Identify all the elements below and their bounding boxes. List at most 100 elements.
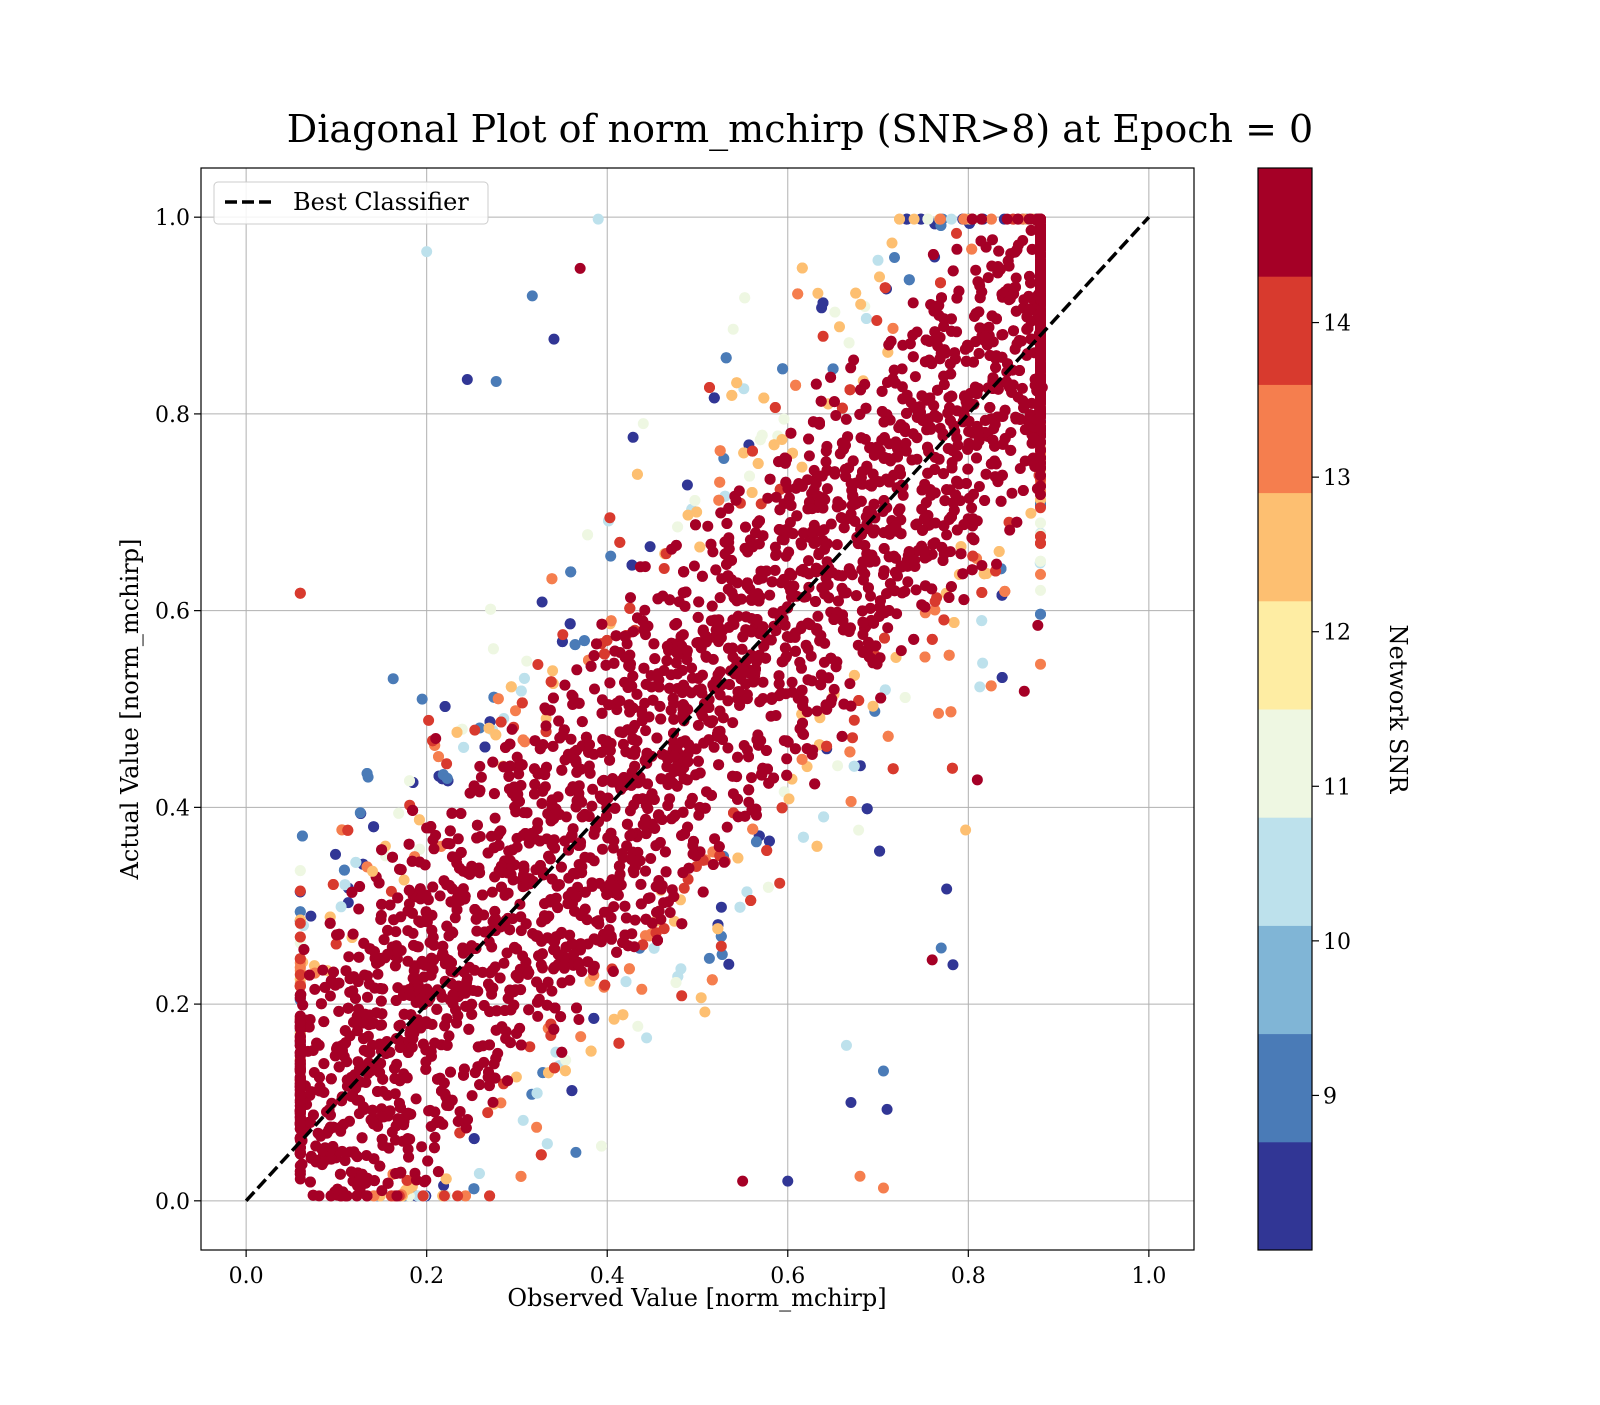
scatter-point [343, 951, 354, 962]
scatter-point [774, 670, 785, 681]
scatter-point [986, 413, 997, 424]
scatter-point [790, 743, 801, 754]
scatter-point [445, 838, 456, 849]
scatter-point [597, 844, 608, 855]
scatter-point [697, 571, 708, 582]
scatter-point [944, 650, 955, 661]
scatter-point [811, 563, 822, 574]
scatter-point [619, 901, 630, 912]
scatter-point [732, 752, 743, 763]
scatter-point [997, 329, 1008, 340]
scatter-point [778, 574, 789, 585]
scatter-point [732, 794, 743, 805]
scatter-point [904, 274, 915, 285]
scatter-point [387, 852, 398, 863]
scatter-point [967, 513, 978, 524]
scatter-point [355, 807, 366, 818]
scatter-point [908, 634, 919, 645]
scatter-point [818, 811, 829, 822]
scatter-point [628, 432, 639, 443]
scatter-point [702, 521, 713, 532]
scatter-point [575, 1031, 586, 1042]
scatter-point [671, 977, 682, 988]
scatter-point [548, 963, 559, 974]
scatter-point [770, 402, 781, 413]
scatter-point [944, 592, 955, 603]
scatter-point [549, 1062, 560, 1073]
scatter-point [840, 464, 851, 475]
scatter-point [856, 432, 867, 443]
scatter-point [494, 865, 505, 876]
scatter-point [577, 716, 588, 727]
scatter-point [776, 688, 787, 699]
scatter-point [727, 717, 738, 728]
scatter-point [871, 315, 882, 326]
scatter-point [617, 1009, 628, 1020]
scatter-point [714, 477, 725, 488]
scatter-point [733, 811, 744, 822]
scatter-point [620, 652, 631, 663]
scatter-point [804, 450, 815, 461]
scatter-point [761, 745, 772, 756]
scatter-point [622, 819, 633, 830]
scatter-point [441, 1100, 452, 1111]
scatter-point [700, 803, 711, 814]
scatter-point [861, 313, 872, 324]
scatter-point [790, 646, 801, 657]
scatter-point [845, 701, 856, 712]
scatter-point [883, 339, 894, 350]
scatter-point [873, 255, 884, 266]
scatter-point [505, 1037, 516, 1048]
scatter-point [696, 992, 707, 1003]
scatter-point [829, 684, 840, 695]
scatter-point [638, 663, 649, 674]
scatter-point [880, 282, 891, 293]
scatter-point [305, 1177, 316, 1188]
scatter-point [656, 773, 667, 784]
scatter-point [305, 911, 316, 922]
scatter-point [875, 693, 886, 704]
scatter-point [967, 564, 978, 575]
scatter-point [691, 507, 702, 518]
scatter-point [429, 1107, 440, 1118]
scatter-point [604, 924, 615, 935]
scatter-point [849, 715, 860, 726]
scatter-point [976, 560, 987, 571]
scatter-point [745, 895, 756, 906]
scatter-point [721, 518, 732, 529]
scatter-point [879, 633, 890, 644]
scatter-point [713, 759, 724, 770]
scatter-point [970, 265, 981, 276]
scatter-point [374, 1161, 385, 1172]
scatter-point [764, 590, 775, 601]
scatter-point [429, 843, 440, 854]
scatter-point [687, 793, 698, 804]
scatter-point [851, 590, 862, 601]
scatter-point [545, 853, 556, 864]
scatter-point [395, 1168, 406, 1179]
scatter-point [977, 658, 988, 669]
scatter-point [388, 673, 399, 684]
scatter-point [519, 673, 530, 684]
scatter-point [790, 632, 801, 643]
scatter-point [389, 1063, 400, 1074]
scatter-point [740, 679, 751, 690]
scatter-point [596, 619, 607, 630]
scatter-point [348, 971, 359, 982]
scatter-point [976, 587, 987, 598]
scatter-point [713, 726, 724, 737]
scatter-point [606, 912, 617, 923]
scatter-point [797, 263, 808, 274]
scatter-point [986, 214, 997, 225]
scatter-point [571, 1003, 582, 1014]
scatter-point [491, 1005, 502, 1016]
scatter-point [493, 693, 504, 704]
scatter-point [490, 1053, 501, 1064]
scatter-point [495, 825, 506, 836]
scatter-point [950, 353, 961, 364]
scatter-point [487, 757, 498, 768]
scatter-point [426, 970, 437, 981]
scatter-point [317, 1144, 328, 1155]
scatter-point [889, 252, 900, 263]
scatter-point [516, 686, 527, 697]
